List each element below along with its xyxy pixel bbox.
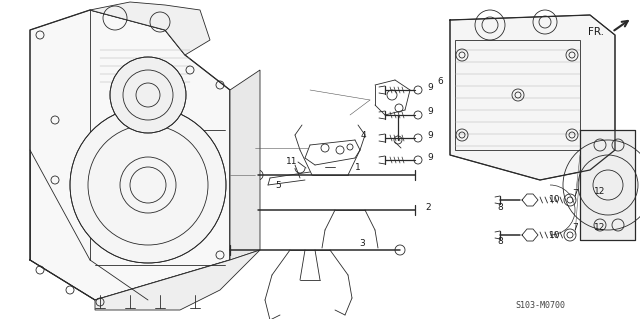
Text: 7: 7: [572, 189, 578, 197]
Text: 9: 9: [427, 153, 433, 162]
Text: S103-M0700: S103-M0700: [515, 300, 565, 309]
Text: 10: 10: [549, 231, 561, 240]
Text: 9: 9: [427, 130, 433, 139]
Polygon shape: [580, 130, 635, 240]
Text: 2: 2: [425, 204, 431, 212]
Text: 3: 3: [359, 239, 365, 248]
Polygon shape: [230, 70, 260, 260]
Text: 4: 4: [360, 130, 366, 139]
Polygon shape: [30, 10, 230, 300]
Text: 7: 7: [572, 224, 578, 233]
Circle shape: [70, 107, 226, 263]
Text: 8: 8: [497, 238, 503, 247]
Polygon shape: [90, 2, 210, 55]
Circle shape: [110, 57, 186, 133]
Text: 6: 6: [437, 78, 443, 86]
Text: 11: 11: [286, 158, 298, 167]
Text: FR.: FR.: [588, 27, 604, 37]
Text: 1: 1: [355, 164, 361, 173]
Text: 5: 5: [275, 181, 281, 189]
Text: 12: 12: [595, 222, 605, 232]
Polygon shape: [450, 15, 615, 180]
Text: 12: 12: [595, 188, 605, 197]
Text: 9: 9: [427, 83, 433, 92]
Text: 9: 9: [427, 108, 433, 116]
Text: 8: 8: [497, 203, 503, 211]
Text: 10: 10: [549, 196, 561, 204]
Polygon shape: [95, 250, 260, 310]
